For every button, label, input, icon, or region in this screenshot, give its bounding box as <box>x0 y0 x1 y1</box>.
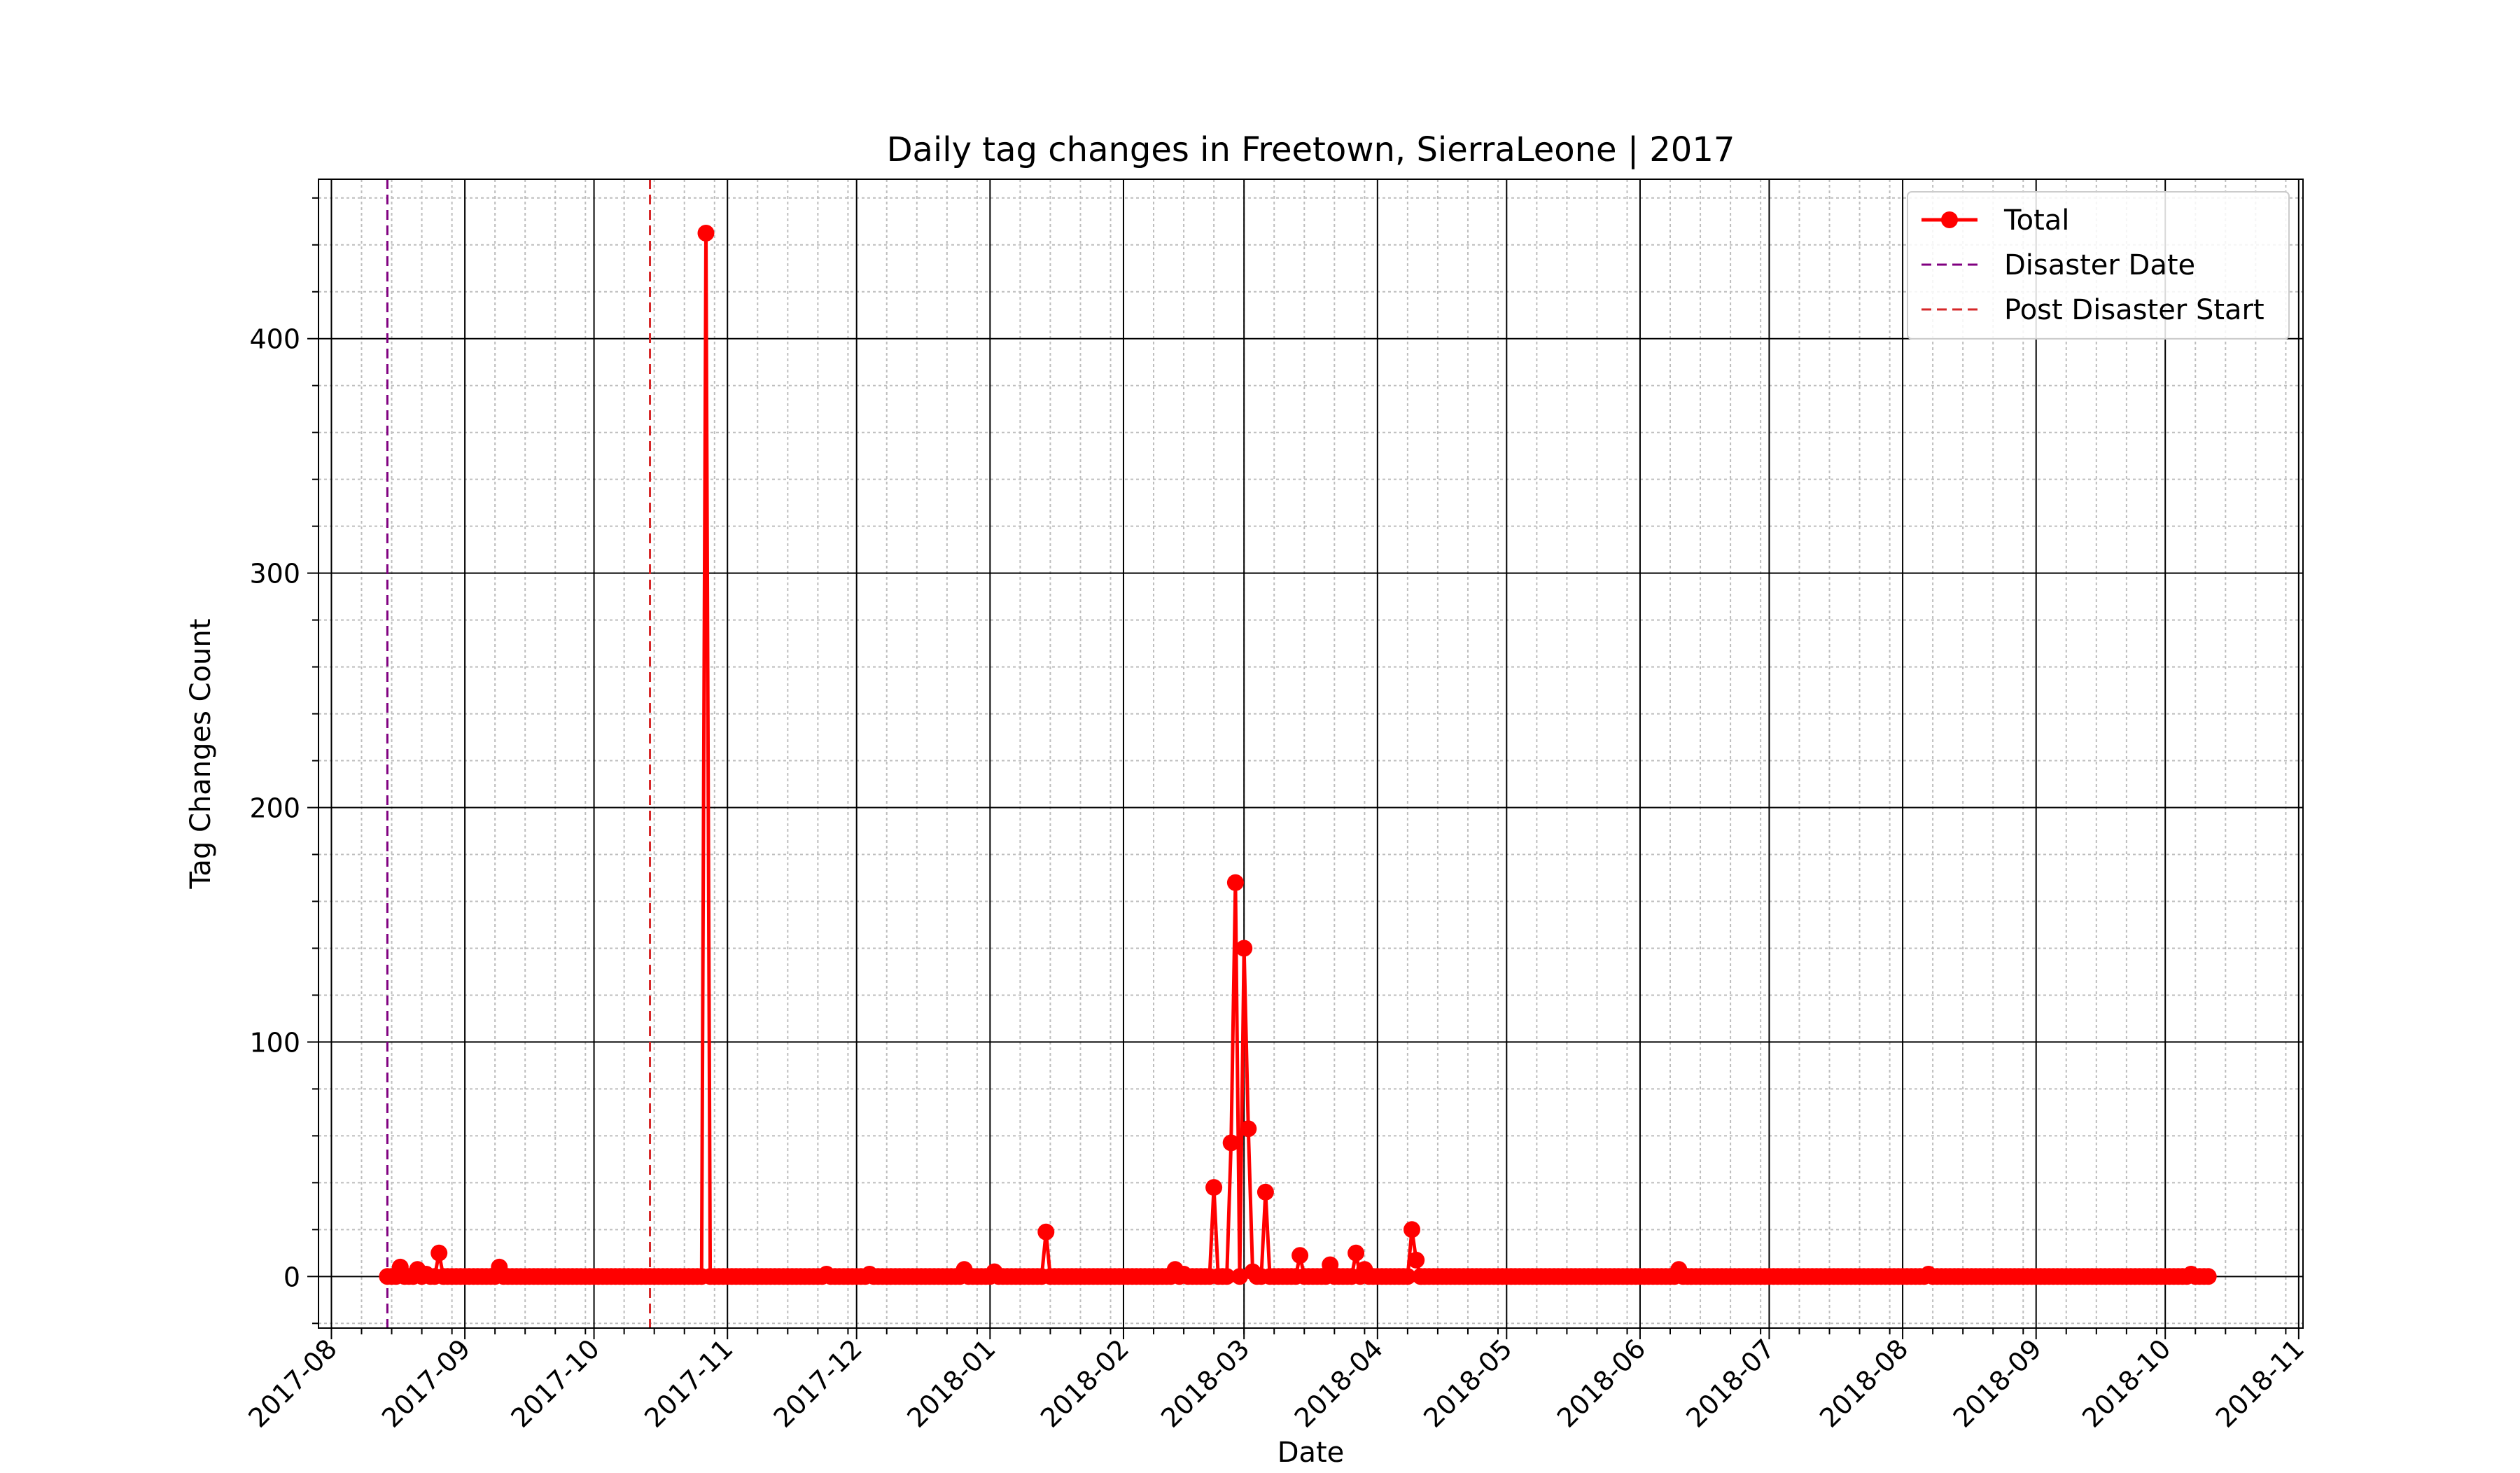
data-point <box>1240 1120 1257 1138</box>
y-axis-label: Tag Changes Count <box>185 619 217 890</box>
y-tick-label: 400 <box>249 324 300 355</box>
y-tick-label: 0 <box>284 1262 300 1292</box>
y-tick-label: 200 <box>249 793 300 824</box>
y-tick-label: 300 <box>249 559 300 589</box>
legend-label: Total <box>2003 204 2069 237</box>
data-point <box>1256 1183 1274 1201</box>
data-point <box>697 225 715 242</box>
data-point <box>1404 1221 1420 1238</box>
legend-label: Post Disaster Start <box>2004 294 2264 326</box>
reference-lines <box>386 179 652 1328</box>
series-total <box>379 225 2217 1285</box>
data-point <box>1292 1247 1309 1264</box>
legend-label: Disaster Date <box>2004 249 2195 281</box>
chart-title: Daily tag changes in Freetown, SierraLeo… <box>887 130 1735 169</box>
legend: Total Disaster Date Post Disaster Start <box>1907 191 2290 340</box>
x-axis-label: Date <box>1278 1437 1345 1469</box>
data-point <box>2199 1268 2217 1285</box>
data-point <box>1399 1268 1416 1285</box>
data-point <box>1236 940 1253 957</box>
data-point <box>1348 1244 1365 1262</box>
minor-grid <box>318 179 2303 1328</box>
legend-marker <box>1941 211 1958 228</box>
data-point <box>1205 1179 1223 1196</box>
y-tick-label: 100 <box>249 1027 300 1058</box>
axis-ticks <box>307 197 2300 1339</box>
data-point <box>1218 1268 1236 1285</box>
data-point <box>1226 874 1244 891</box>
legend-box <box>1907 191 2290 340</box>
data-point <box>1222 1134 1240 1152</box>
data-point <box>1231 1268 1248 1285</box>
plot-frame <box>318 179 2304 1329</box>
data-point <box>1408 1251 1425 1269</box>
data-point <box>430 1244 448 1262</box>
data-point <box>1037 1223 1055 1241</box>
